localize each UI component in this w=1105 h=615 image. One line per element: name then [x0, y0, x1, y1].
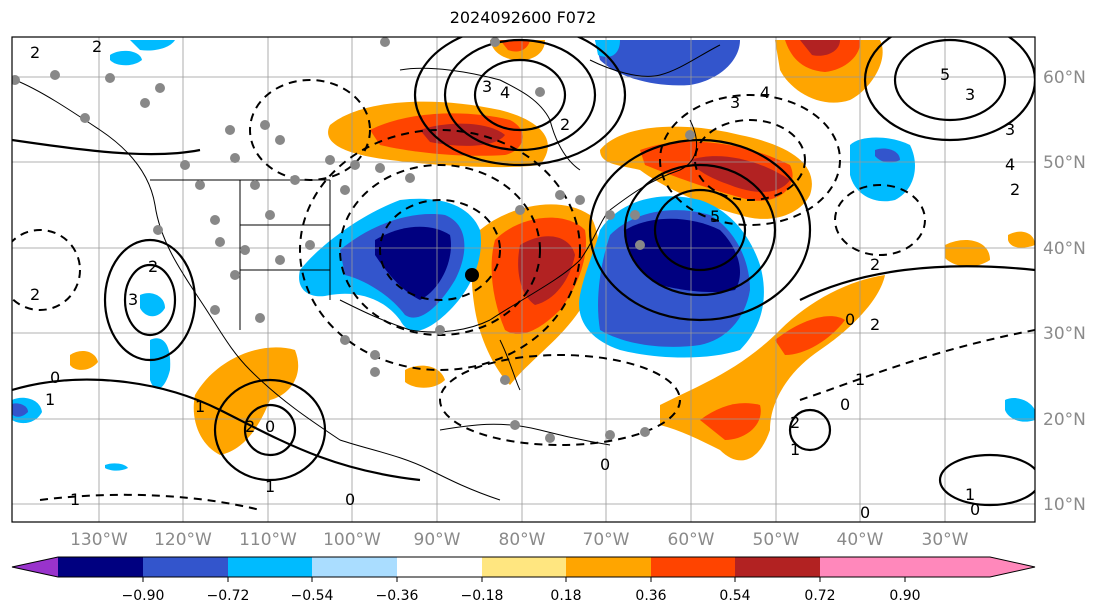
colorbar-tick-label: −0.90 — [122, 588, 165, 604]
contour-label: 3 — [1005, 120, 1015, 139]
lon-tick-label: 110°W — [239, 530, 297, 550]
contour-label: 2 — [870, 255, 880, 274]
lat-tick-label: 60°N — [1043, 68, 1086, 88]
lat-tick-label: 10°N — [1043, 495, 1086, 515]
center-marker — [465, 268, 479, 282]
contour-label: 0 — [970, 500, 980, 519]
lon-tick-label: 60°W — [668, 530, 715, 550]
colorbar-tick-label: −0.72 — [207, 588, 250, 604]
colorbar-outline — [11, 556, 1036, 578]
colorbar-segment — [397, 557, 482, 577]
colorbar-segment — [312, 557, 397, 577]
contour-label: 2 — [790, 413, 800, 432]
contour-label: 2 — [148, 257, 158, 276]
contour-label: 3 — [730, 93, 740, 112]
contour-label: 1 — [45, 390, 55, 409]
colorbar-tick-label: −0.36 — [376, 588, 419, 604]
contour-label: 0 — [600, 455, 610, 474]
colorbar-segment — [735, 557, 820, 577]
contour-label: 0 — [345, 490, 355, 509]
lon-tick-label: 120°W — [154, 530, 212, 550]
colorbar-extend-low — [12, 557, 58, 577]
lon-axis: 130°W 120°W 110°W 100°W 90°W 80°W 70°W 6… — [70, 530, 969, 550]
colorbar-segment — [566, 557, 651, 577]
contour-label: 1 — [70, 490, 80, 509]
colorbar-tick-label: 0.90 — [889, 588, 920, 604]
contour-lines — [12, 37, 1035, 507]
contour-label: 1 — [265, 477, 275, 496]
map-layers: 2 2 3 4 5 4 3 2 1 0 0 1 2 3 2 2 0 1 2 3 … — [12, 37, 1035, 522]
contour-label: 2 — [30, 43, 40, 62]
colorbar-tick-label: −0.18 — [461, 588, 504, 604]
contour-label: 2 — [870, 315, 880, 334]
contour-label: 5 — [940, 65, 950, 84]
coastlines — [14, 44, 721, 501]
lon-tick-label: 30°W — [922, 530, 969, 550]
colorbar-tick-label: 0.72 — [804, 588, 835, 604]
colorbar-tick-label: 0.36 — [635, 588, 666, 604]
contour-label: 3 — [965, 85, 975, 104]
colorbar: −0.90 −0.72 −0.54 −0.36 −0.18 0.18 0.36 … — [11, 556, 1036, 604]
contour-label: 2 — [30, 285, 40, 304]
colorbar-tick-label: 0.18 — [550, 588, 581, 604]
colorbar-segment — [651, 557, 735, 577]
contour-label: 0 — [860, 503, 870, 522]
lat-axis: 60°N 50°N 40°N 30°N 20°N 10°N — [1043, 68, 1086, 515]
map-border — [11, 36, 1036, 523]
lon-tick-label: 90°W — [414, 530, 461, 550]
contour-label: 3 — [482, 77, 492, 96]
colorbar-labels: −0.90 −0.72 −0.54 −0.36 −0.18 0.18 0.36 … — [122, 577, 921, 604]
lon-tick-label: 130°W — [70, 530, 128, 550]
contour-label: 0 — [845, 310, 855, 329]
contour-label-group: 2 2 3 4 5 4 3 2 1 0 0 1 2 3 2 2 0 1 2 3 … — [30, 37, 1020, 522]
contour-label: 1 — [195, 397, 205, 416]
contour-label: 1 — [855, 370, 865, 389]
contour-label: 2 — [560, 115, 570, 134]
lon-tick-label: 80°W — [499, 530, 546, 550]
contour-label: 2 — [1010, 180, 1020, 199]
colorbar-extend-high — [905, 557, 1035, 577]
contour-label: 0 — [265, 417, 275, 436]
lat-tick-label: 50°N — [1043, 153, 1086, 173]
significance-dots — [12, 37, 695, 443]
contour-label: 1 — [790, 440, 800, 459]
colorbar-segment — [58, 557, 143, 577]
lat-tick-label: 20°N — [1043, 410, 1086, 430]
contour-label: 0 — [50, 368, 60, 387]
colorbar-segment — [228, 557, 312, 577]
contour-label: 2 — [245, 417, 255, 436]
contour-label: 1 — [965, 485, 975, 504]
contour-label: 3 — [128, 290, 138, 309]
contour-label: 4 — [500, 83, 510, 102]
colorbar-tick-label: −0.54 — [291, 588, 334, 604]
colorbar-segment — [482, 557, 566, 577]
contour-label: 4 — [1005, 155, 1015, 174]
graticule — [12, 37, 1035, 522]
contour-label: 4 — [760, 83, 770, 102]
lon-tick-label: 70°W — [583, 530, 630, 550]
colorbar-segment — [143, 557, 228, 577]
lon-tick-label: 100°W — [323, 530, 381, 550]
lon-tick-label: 50°W — [753, 530, 800, 550]
lat-tick-label: 40°N — [1043, 239, 1086, 259]
chart-title: 2024092600 F072 — [449, 8, 597, 27]
lon-tick-label: 40°W — [837, 530, 884, 550]
colorbar-tick-label: 0.54 — [719, 588, 750, 604]
contour-label: 0 — [840, 395, 850, 414]
lat-tick-label: 30°N — [1043, 324, 1086, 344]
shaded-field — [12, 40, 1035, 471]
colorbar-segment — [820, 557, 905, 577]
contour-label: 5 — [710, 207, 720, 226]
contour-label: 2 — [92, 37, 102, 56]
